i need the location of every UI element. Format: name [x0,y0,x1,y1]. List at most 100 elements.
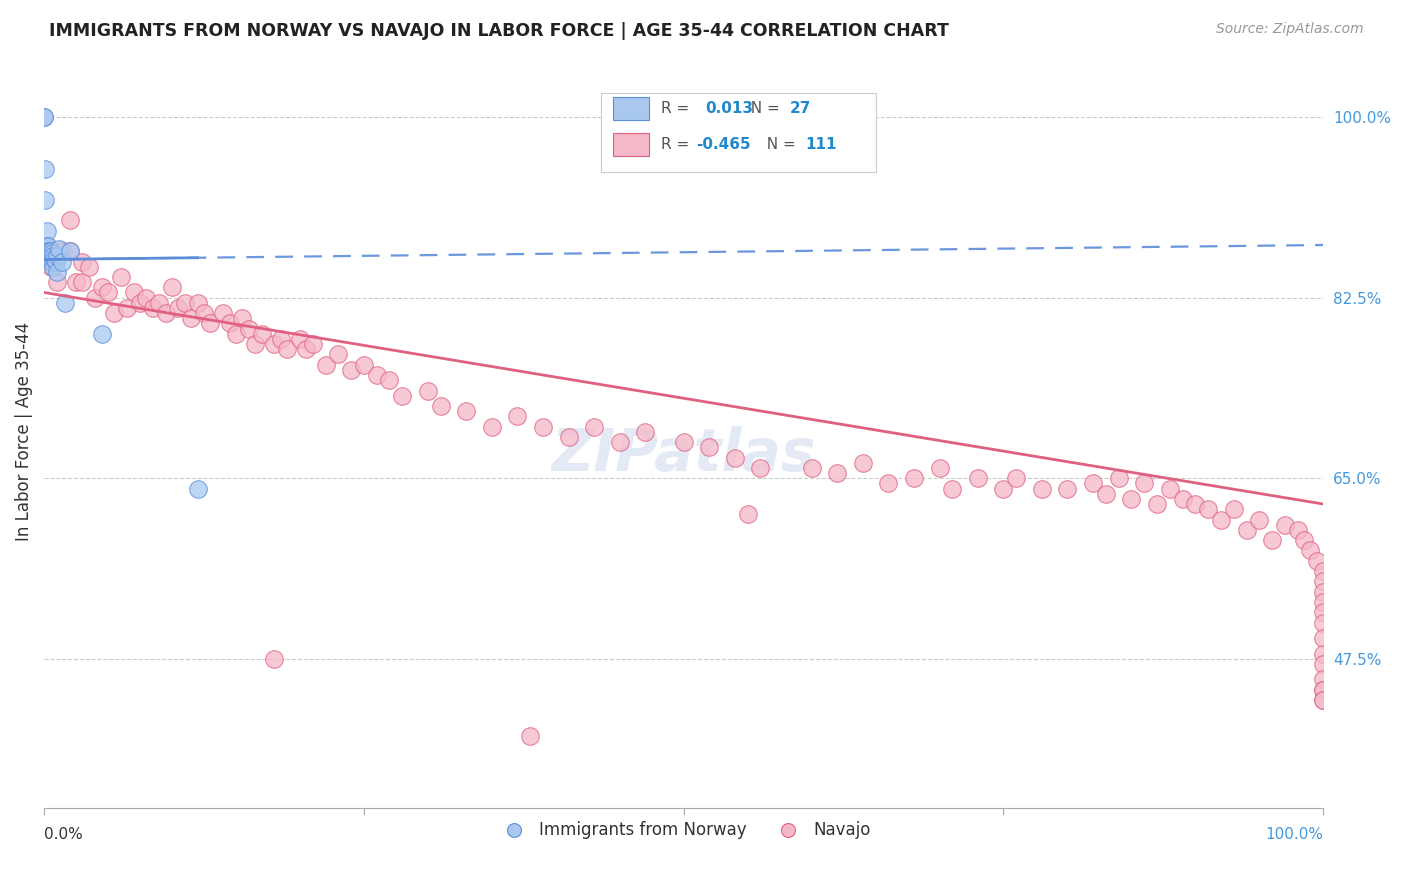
Point [38,244,60,259]
Point [825,466,848,480]
Point [1312,564,1334,578]
Text: 0.0%: 0.0% [44,827,83,842]
Point [1121,491,1143,506]
Point [173,295,195,310]
Point [852,456,875,470]
Point [263,337,285,351]
Text: 0.013: 0.013 [706,101,754,116]
Point [142,301,165,315]
Y-axis label: In Labor Force | Age 35-44: In Labor Force | Age 35-44 [15,322,32,541]
Point [429,399,451,413]
Point [1312,574,1334,589]
Point [231,311,253,326]
Point [45,254,67,268]
Point [1312,693,1334,707]
Point [193,306,215,320]
Point [39,260,62,274]
Point [180,311,202,326]
Point [1159,482,1181,496]
Point [39,249,62,263]
Point [737,508,759,522]
Point [941,482,963,496]
Point [129,295,152,310]
Point [340,363,363,377]
Point [59,244,82,259]
Point [38,249,60,263]
Point [45,275,67,289]
Point [697,440,720,454]
Point [51,254,73,268]
Point [378,373,401,387]
Text: R =: R = [661,137,693,153]
Text: 100.0%: 100.0% [1265,827,1323,842]
Point [315,358,337,372]
Point [53,295,76,310]
Point [1312,657,1334,671]
Point [238,321,260,335]
Point [1312,584,1334,599]
Text: IMMIGRANTS FROM NORWAY VS NAVAJO IN LABOR FORCE | AGE 35-44 CORRELATION CHART: IMMIGRANTS FROM NORWAY VS NAVAJO IN LABO… [49,22,949,40]
Text: Source: ZipAtlas.com: Source: ZipAtlas.com [1216,22,1364,37]
Point [672,435,695,450]
Point [270,332,292,346]
Point [1236,523,1258,537]
Point [800,461,823,475]
Point [41,254,63,268]
Point [295,343,318,357]
Point [37,244,59,259]
Point [928,461,950,475]
Point [160,280,183,294]
Text: N =: N = [756,137,800,153]
Text: -0.465: -0.465 [696,137,751,153]
Point [45,265,67,279]
Point [90,280,112,294]
Point [519,729,541,743]
Point [1294,533,1316,548]
Point [1299,543,1322,558]
Point [187,295,209,310]
Point [609,435,631,450]
Point [97,285,120,300]
Point [353,358,375,372]
Point [45,249,67,263]
Point [218,317,240,331]
FancyBboxPatch shape [600,93,876,172]
Point [263,652,285,666]
Point [967,471,990,485]
Point [1312,682,1334,697]
Point [167,301,190,315]
Point [1249,512,1271,526]
Point [288,332,311,346]
Point [1108,471,1130,485]
Point [200,317,222,331]
FancyBboxPatch shape [613,134,650,156]
Point [1312,682,1334,697]
Point [35,239,58,253]
Point [84,291,107,305]
Point [1312,606,1334,620]
Point [903,471,925,485]
Point [90,326,112,341]
Point [65,275,87,289]
Point [1274,517,1296,532]
Point [749,461,772,475]
Point [456,404,478,418]
Point [724,450,747,465]
Point [634,425,657,439]
FancyBboxPatch shape [613,97,650,120]
Legend: Immigrants from Norway, Navajo: Immigrants from Norway, Navajo [491,814,877,846]
Point [1031,482,1053,496]
Point [1184,497,1206,511]
Point [34,193,56,207]
Point [877,476,900,491]
Point [1312,693,1334,707]
Text: 27: 27 [790,101,811,116]
Point [328,347,350,361]
Point [1286,523,1309,537]
Point [243,337,266,351]
Point [301,337,323,351]
Point [41,246,63,260]
Point [52,244,75,259]
Point [117,301,139,315]
Text: R =: R = [661,101,699,116]
